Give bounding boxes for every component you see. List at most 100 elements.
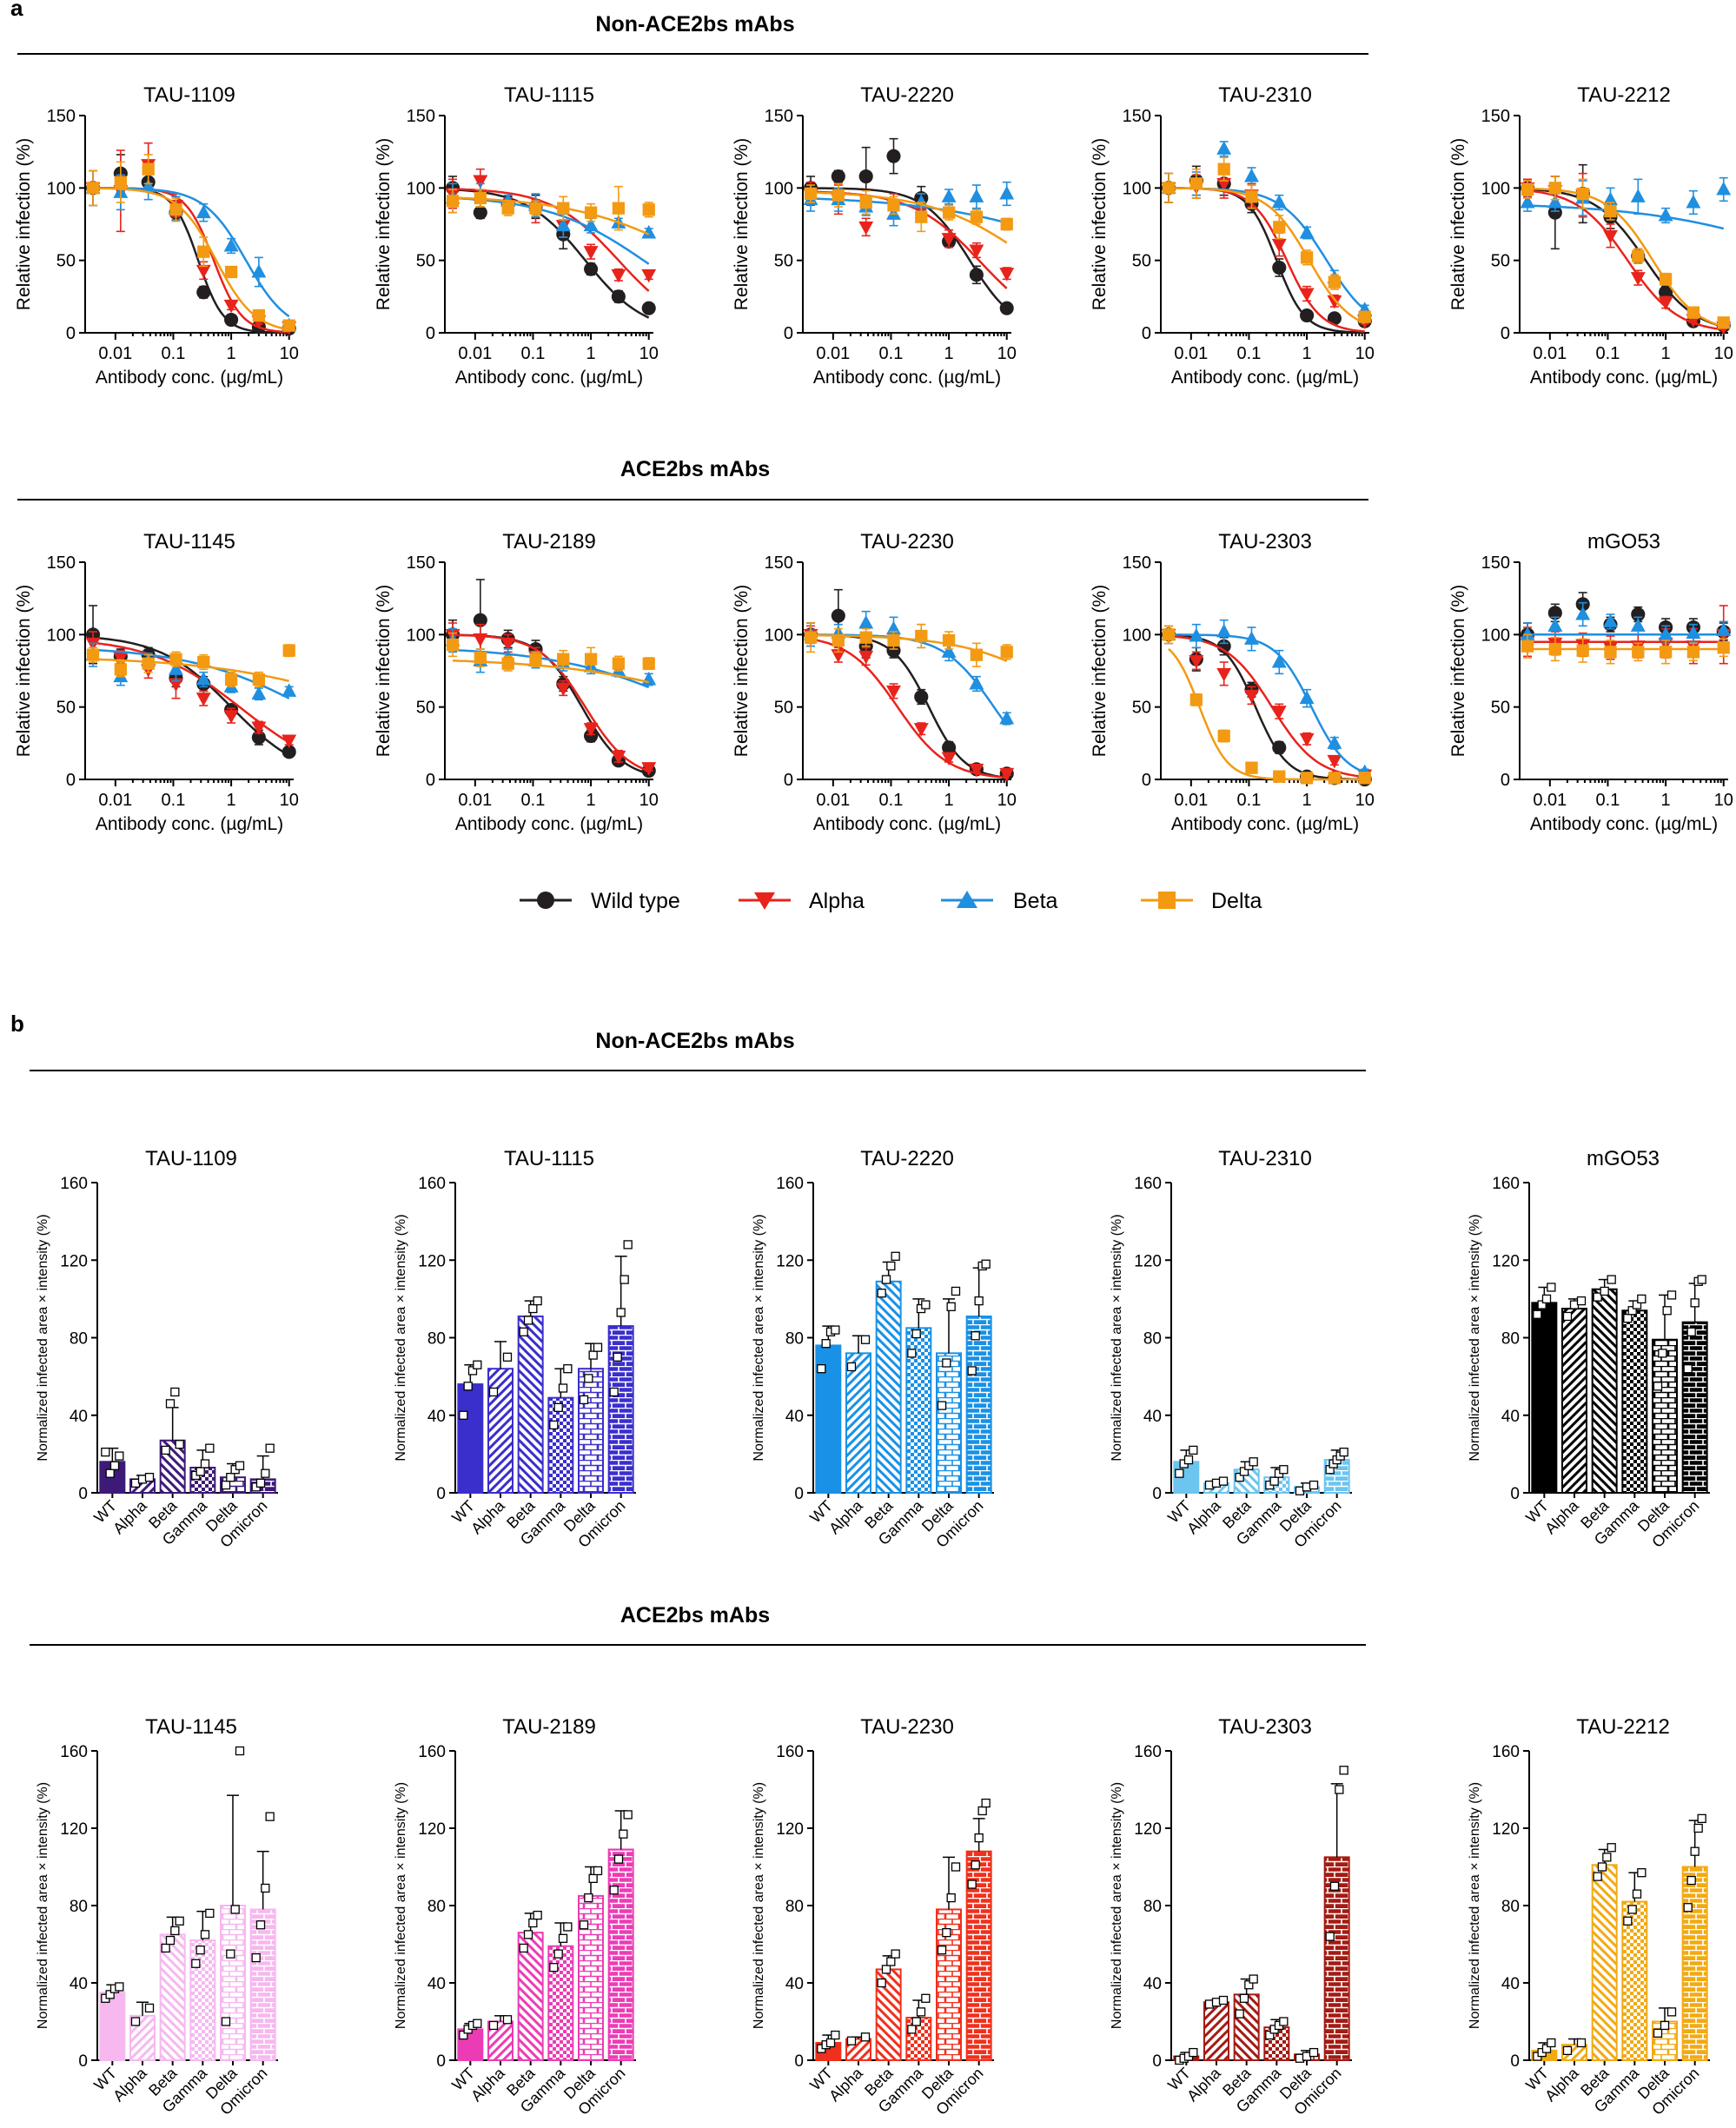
bar <box>547 1396 574 1494</box>
data-point <box>1632 249 1645 262</box>
replicate-point <box>860 1335 871 1344</box>
dose-response-chart: TAU-2230 0 50 100 150 0.01 0.1 1 10 Antibody conc… <box>732 530 1017 834</box>
data-point <box>831 169 845 184</box>
x-tick-label: 0.1 <box>521 791 546 810</box>
y-tick-label: 0 <box>436 2052 446 2071</box>
y-tick-label: 100 <box>1123 626 1151 645</box>
data-point <box>473 205 487 220</box>
data-point <box>223 237 239 252</box>
y-tick-label: 40 <box>1501 1408 1520 1426</box>
data-point <box>942 740 957 755</box>
series-delta <box>1162 625 1371 785</box>
data-point <box>500 637 516 652</box>
replicate-point <box>1244 1980 1254 1990</box>
replicate-point <box>1325 1932 1335 1941</box>
fit-curve <box>92 641 290 744</box>
chart-title: mGO53 <box>1587 1147 1660 1170</box>
bar <box>815 1344 842 1495</box>
replicate-point <box>1189 2047 1198 2058</box>
x-tick-label: 10 <box>997 791 1017 810</box>
replicate-point <box>971 1860 980 1870</box>
y-tick-label: 0 <box>784 771 793 790</box>
y-tick-label: 100 <box>47 626 76 645</box>
replicate-point <box>1175 1468 1184 1478</box>
data-point <box>446 638 460 652</box>
data-point <box>1300 251 1314 264</box>
chart-title: TAU-2220 <box>860 83 954 107</box>
replicate-point <box>974 1296 984 1306</box>
data-point <box>224 265 238 279</box>
data-point <box>832 189 845 202</box>
y-tick-label: 50 <box>774 252 793 271</box>
x-tick-label: 0.01 <box>1533 344 1567 363</box>
series-beta <box>85 169 297 332</box>
y-axis-label: Relative infection (%) <box>1090 138 1110 310</box>
dose-response-chart: TAU-1115 0 50 100 150 0.01 0.1 1 10 Antibody conc… <box>374 83 659 388</box>
replicate-point <box>115 1451 124 1461</box>
data-point <box>1162 182 1176 195</box>
dose-response-chart: TAU-2212 0 50 100 150 0.01 0.1 1 10 Antibody conc… <box>1448 83 1733 388</box>
y-tick-label: 0 <box>436 1485 446 1503</box>
data-point <box>1189 177 1203 190</box>
data-point <box>1327 311 1342 326</box>
x-tick-label: 0.1 <box>1596 344 1620 363</box>
data-point <box>282 319 295 332</box>
data-point <box>1521 640 1534 653</box>
replicate-point <box>1690 1846 1700 1856</box>
y-tick-label: 0 <box>426 771 435 790</box>
x-axis-label: Antibody conc. (µg/mL) <box>1530 814 1718 834</box>
legend-item-beta: Beta <box>941 889 1058 913</box>
replicate-point <box>195 1946 205 1955</box>
data-point <box>86 182 100 195</box>
data-point <box>1273 221 1286 234</box>
x-axis-label: Antibody conc. (µg/mL) <box>813 814 1001 834</box>
replicate-point <box>821 1339 831 1349</box>
x-axis-label: Antibody conc. (µg/mL) <box>1171 368 1359 388</box>
replicate-point <box>619 1829 628 1839</box>
data-point <box>1686 625 1701 640</box>
y-tick-label: 80 <box>1501 1330 1520 1349</box>
data-point <box>1630 272 1646 286</box>
replicate-point <box>1189 1445 1198 1455</box>
data-point <box>1716 181 1732 196</box>
bar <box>517 1315 544 1495</box>
replicate-point <box>831 1325 840 1335</box>
data-point <box>529 202 542 215</box>
data-point <box>886 643 901 658</box>
y-tick-label: 0 <box>784 324 793 343</box>
x-tick-label: 0.1 <box>1596 791 1620 810</box>
replicate-point <box>175 1440 184 1449</box>
replicate-point <box>1683 1364 1693 1374</box>
replicate-point <box>1607 1843 1616 1853</box>
data-point <box>1603 613 1618 627</box>
y-tick-label: 150 <box>765 554 793 573</box>
x-axis-label: Antibody conc. (µg/mL) <box>1530 368 1718 388</box>
x-tick-label: 1 <box>944 344 954 363</box>
bar <box>249 1908 276 2061</box>
y-axis-label: Normalized infected area × intensity (%) <box>36 1782 50 2029</box>
x-tick-label: Alpha <box>467 2064 508 2105</box>
chart-title: TAU-1109 <box>145 1147 237 1170</box>
replicate-point <box>1637 1294 1647 1304</box>
x-axis-label: Antibody conc. (µg/mL) <box>96 368 283 388</box>
y-tick-label: 50 <box>1491 252 1510 271</box>
data-point <box>1548 642 1561 656</box>
x-tick-label: 0.1 <box>879 344 904 363</box>
replicate-point <box>523 1316 533 1325</box>
replicate-point <box>613 1352 622 1362</box>
replicate-point <box>1637 1868 1647 1878</box>
bar-chart: TAU-2303 0 40 80 120 160 Normalized infected a… <box>1110 1715 1352 2118</box>
data-point <box>1271 653 1287 668</box>
legend-marker-circle <box>537 892 554 909</box>
replicate-point <box>1249 1974 1258 1984</box>
replicate-point <box>502 2015 513 2025</box>
x-axis-label: Antibody conc. (µg/mL) <box>455 814 643 834</box>
bar-chart: TAU-2189 0 40 80 120 160 Normalized infected a… <box>394 1715 636 2118</box>
data-point <box>915 210 928 223</box>
y-tick-label: 100 <box>1123 179 1151 198</box>
chart-title: TAU-1109 <box>143 83 235 107</box>
data-point <box>886 149 901 163</box>
data-point <box>1547 606 1562 620</box>
y-axis-label: Normalized infected area × intensity (%) <box>394 1214 408 1461</box>
y-tick-label: 120 <box>1134 1820 1162 1839</box>
